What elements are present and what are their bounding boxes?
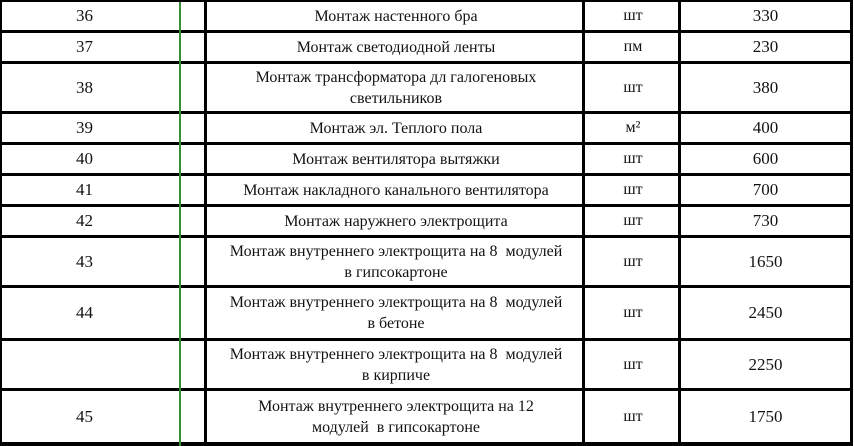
table-row: 39 Монтаж эл. Теплого пола м² 400 — [0, 114, 853, 145]
description-cell: Монтаж вентилятора вытяжки — [292, 150, 500, 168]
description-cell: Монтаж эл. Теплого пола — [309, 119, 483, 137]
description-cell: Монтаж трансформатора дл галогеновых све… — [255, 68, 541, 107]
row-number-cell: 39 — [76, 118, 93, 137]
table-row: 36 Монтаж настенного бра шт 330 — [0, 2, 853, 33]
table-row: 38 Монтаж трансформатора дл галогеновых … — [0, 64, 853, 114]
price-cell: 700 — [752, 180, 779, 199]
price-cell: 400 — [752, 118, 779, 137]
table-row: 42 Монтаж наружнего электрощита шт 730 — [0, 207, 853, 238]
table-row: 45 Монтаж внутреннего электрощита на 12 … — [0, 391, 853, 446]
row-number-cell: 43 — [76, 251, 93, 271]
table-left-border — [0, 2, 2, 446]
table-row: 37 Монтаж светодиодной ленты пм 230 — [0, 33, 853, 64]
unit-cell: шт — [623, 150, 643, 167]
description-cell: Монтаж внутреннего электрощита на 8 моду… — [229, 242, 571, 281]
unit-cell: шт — [623, 304, 643, 321]
price-cell: 1750 — [748, 406, 783, 426]
description-cell: Монтаж наружнего электрощита — [284, 212, 508, 230]
row-number-cell: 44 — [76, 303, 93, 322]
unit-cell: шт — [623, 252, 643, 270]
unit-cell: шт — [623, 7, 643, 24]
row-number-cell: 37 — [76, 37, 93, 56]
description-cell: Монтаж настенного бра — [314, 7, 478, 25]
table-row: 41 Монтаж накладного канального вентилят… — [0, 176, 853, 207]
table-row: 40 Монтаж вентилятора вытяжки шт 600 — [0, 145, 853, 176]
table-right-border — [850, 2, 853, 446]
price-cell: 380 — [752, 77, 779, 97]
row-number-cell — [2, 341, 181, 388]
price-cell: 1650 — [748, 251, 783, 271]
price-cell: 730 — [752, 211, 779, 230]
price-cell: 600 — [752, 149, 779, 168]
row-number-cell: 45 — [76, 406, 93, 426]
price-cell: 330 — [752, 6, 779, 25]
unit-cell: шт — [623, 78, 643, 96]
table-row: 44 Монтаж внутреннего электрощита на 8 м… — [0, 288, 853, 341]
row-number-cell: 40 — [76, 149, 93, 168]
price-cell: 2450 — [748, 303, 783, 322]
description-cell: Монтаж внутреннего электрощита на 8 моду… — [229, 294, 571, 332]
price-cell: 230 — [752, 37, 779, 56]
row-number-cell: 41 — [76, 180, 93, 199]
description-cell: Монтаж внутреннего электрощита на 12 мод… — [258, 397, 542, 436]
unit-cell: шт — [623, 355, 643, 373]
table-row: Монтаж внутреннего электрощита на 8 моду… — [0, 341, 853, 391]
unit-cell: шт — [623, 212, 643, 229]
description-cell: Монтаж светодиодной ленты — [296, 38, 496, 56]
row-number-cell: 38 — [76, 77, 93, 97]
row-number-cell: 36 — [76, 6, 93, 25]
price-cell: 2250 — [748, 354, 783, 374]
unit-cell: шт — [623, 181, 643, 198]
column-divider — [204, 2, 207, 446]
unit-cell: м² — [625, 119, 641, 136]
row-number-cell: 42 — [76, 211, 93, 230]
description-cell: Монтаж внутреннего электрощита на 8 моду… — [229, 345, 571, 384]
description-cell: Монтаж накладного канального вентилятора — [243, 181, 549, 199]
column-divider — [582, 2, 585, 446]
unit-cell: шт — [623, 407, 643, 425]
unit-cell: пм — [623, 38, 643, 55]
table-row: 43 Монтаж внутреннего электрощита на 8 м… — [0, 238, 853, 288]
page-break-indicator-line — [179, 2, 181, 446]
column-divider — [678, 2, 681, 446]
